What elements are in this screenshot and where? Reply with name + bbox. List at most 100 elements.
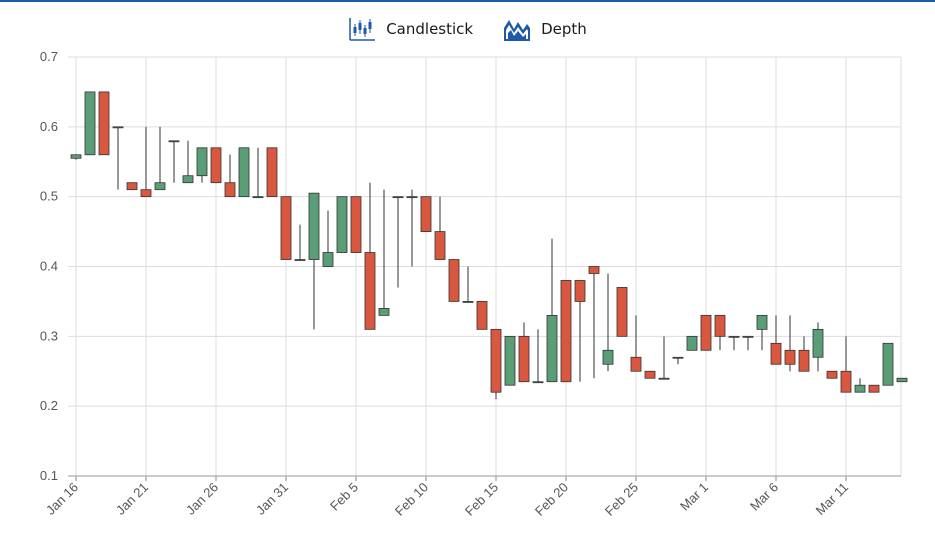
- candle-body-up: [882, 342, 894, 386]
- candle: [420, 196, 432, 232]
- x-tick-label: Mar 1: [677, 480, 711, 514]
- candle-body-up: [854, 384, 866, 393]
- candle: [350, 196, 362, 253]
- candle: [854, 378, 866, 393]
- candle-body-up: [294, 259, 306, 261]
- candle-body-down: [560, 280, 572, 383]
- candle: [308, 192, 320, 330]
- x-tick-label: Jan 16: [43, 480, 81, 518]
- candle: [770, 315, 782, 365]
- candle-body-down: [280, 196, 292, 260]
- candle-body-up: [238, 147, 250, 198]
- candle-body-up: [658, 377, 670, 380]
- candle: [406, 189, 418, 267]
- candle-body-down: [784, 349, 796, 365]
- candle-body-up: [322, 252, 334, 267]
- candle-body-down: [98, 91, 110, 156]
- candle-body-up: [462, 301, 474, 303]
- candle-body-up: [406, 196, 418, 199]
- candle-body-down: [266, 147, 278, 198]
- candle-body-up: [812, 328, 824, 358]
- candle: [196, 147, 208, 183]
- depth-label: Depth: [541, 20, 587, 38]
- candle-body-down: [420, 196, 432, 232]
- candle: [476, 301, 488, 330]
- candle: [546, 238, 558, 383]
- candle: [336, 196, 348, 253]
- x-tick-label: Mar 11: [813, 480, 852, 519]
- candle: [686, 335, 698, 351]
- candle: [252, 147, 264, 199]
- candle-body-down: [630, 356, 642, 372]
- y-tick-label: 0.3: [40, 328, 58, 343]
- candle-body-up: [70, 154, 82, 159]
- candlestick-toggle-button[interactable]: Candlestick: [348, 16, 473, 42]
- y-tick-label: 0.6: [40, 119, 58, 134]
- candle: [70, 154, 82, 160]
- candle: [896, 377, 908, 383]
- candle: [742, 335, 754, 351]
- chart-type-toolbar: Candlestick Depth: [0, 12, 935, 46]
- candle-body-down: [574, 280, 586, 302]
- candle: [756, 314, 768, 351]
- candle: [322, 210, 334, 267]
- candle-body-down: [210, 147, 222, 184]
- candle-body-down: [868, 384, 880, 393]
- candle: [392, 196, 404, 288]
- candle: [574, 280, 586, 382]
- candle: [840, 336, 852, 393]
- candle-body-up: [154, 182, 166, 191]
- candle-body-up: [196, 147, 208, 177]
- candle-body-down: [490, 328, 502, 393]
- candle: [280, 196, 292, 260]
- x-tick-label: Feb 5: [327, 480, 361, 514]
- y-tick-label: 0.2: [40, 398, 58, 413]
- candle-body-up: [742, 335, 754, 338]
- x-tick-label: Feb 25: [602, 480, 641, 519]
- candle: [224, 154, 236, 198]
- depth-toggle-button[interactable]: Depth: [503, 16, 587, 42]
- candle: [462, 266, 474, 303]
- candle-body-down: [770, 342, 782, 365]
- x-tick-label: Jan 26: [183, 480, 221, 518]
- candle: [154, 126, 166, 191]
- y-tick-label: 0.1: [40, 468, 58, 483]
- candle: [798, 336, 810, 372]
- candle: [644, 370, 656, 379]
- candle: [112, 126, 124, 190]
- x-tick-label: Feb 20: [532, 480, 571, 519]
- candle: [490, 328, 502, 400]
- candle-body-down: [798, 349, 810, 372]
- candle-body-down: [448, 259, 460, 302]
- candle: [616, 287, 628, 337]
- candlestick-label: Candlestick: [386, 20, 474, 38]
- candle-body-down: [644, 370, 656, 379]
- candle: [364, 182, 376, 330]
- candle: [504, 335, 516, 386]
- candle: [294, 224, 306, 261]
- candlestick-chart-icon: [349, 18, 376, 41]
- candle: [182, 140, 194, 184]
- candle-body-up: [252, 196, 264, 199]
- candle-body-down: [714, 314, 726, 337]
- candle: [700, 314, 712, 351]
- candle-body-down: [588, 266, 600, 274]
- x-tick-label: Feb 15: [462, 480, 501, 519]
- candle: [448, 259, 460, 302]
- candle-body-down: [518, 335, 530, 383]
- candle-body-down: [840, 370, 852, 393]
- candle: [238, 147, 250, 198]
- candle: [826, 370, 838, 379]
- candle-body-up: [392, 196, 404, 199]
- candle-body-up: [84, 91, 96, 156]
- y-tick-label: 0.5: [40, 189, 58, 204]
- depth-chart-icon: [504, 20, 531, 41]
- candle: [784, 315, 796, 372]
- candle: [140, 126, 152, 198]
- candle-body-up: [546, 314, 558, 383]
- candle: [378, 189, 390, 316]
- candle-body-up: [602, 349, 614, 365]
- candle-body-up: [308, 192, 320, 260]
- candle-body-down: [140, 189, 152, 198]
